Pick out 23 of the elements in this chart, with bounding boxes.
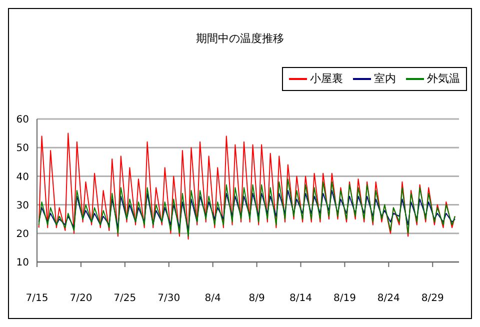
x-tick-label: 7/20 <box>70 293 92 304</box>
x-tick-label: 8/9 <box>248 293 265 304</box>
legend-label: 小屋裏 <box>310 72 343 86</box>
y-tick-label: 50 <box>16 143 29 154</box>
x-tick-label: 8/4 <box>204 293 221 304</box>
x-tick-label: 7/25 <box>114 293 136 304</box>
y-tick-label: 60 <box>16 114 29 126</box>
y-tick-label: 10 <box>16 258 29 269</box>
x-tick-label: 8/29 <box>421 293 444 304</box>
line-series <box>38 178 456 237</box>
x-tick-label: 7/15 <box>26 293 48 304</box>
x-tick-label: 7/30 <box>158 293 180 304</box>
x-tick-label: 8/14 <box>290 293 312 304</box>
x-tick-label: 8/19 <box>333 293 356 304</box>
line-series <box>38 190 456 232</box>
y-tick-label: 40 <box>16 172 29 183</box>
line-series <box>38 132 456 240</box>
chart-title: 期間中の温度推移 <box>195 31 285 46</box>
legend-label: 外気温 <box>427 72 460 86</box>
y-tick-label: 30 <box>16 200 29 212</box>
y-tick-label: 20 <box>16 228 29 240</box>
legend-label: 室内 <box>374 72 396 86</box>
x-tick-label: 8/24 <box>377 293 400 304</box>
